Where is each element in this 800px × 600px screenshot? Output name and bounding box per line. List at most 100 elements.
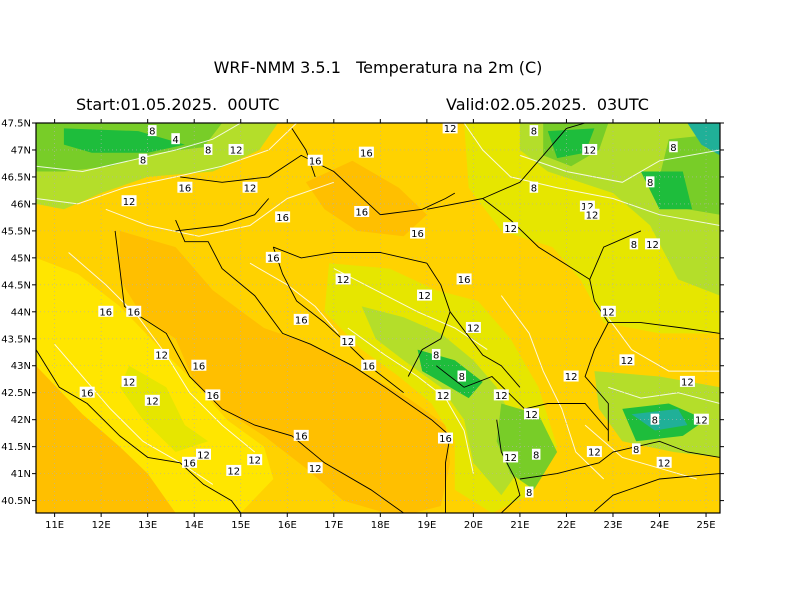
contour-label-bg — [171, 133, 180, 145]
contour-label: 12 — [337, 275, 350, 286]
start-time: Start:01.05.2025. 00UTC — [76, 95, 280, 114]
field-thrace-warm — [585, 468, 720, 513]
contour-label-bg — [650, 413, 660, 425]
plot-frame — [35, 122, 721, 514]
contour-label-bg — [584, 208, 600, 220]
contour-label: 16 — [309, 156, 322, 167]
contour-label-bg — [121, 375, 137, 387]
contour-label-bg — [148, 125, 157, 137]
contour-label: 12 — [444, 124, 457, 135]
contour-label: 8 — [526, 488, 532, 499]
temperature-fields — [36, 123, 720, 513]
lon-tick-label: 11E — [45, 520, 64, 531]
lon-tick-label: 23E — [603, 520, 622, 531]
contour-label-bg — [247, 454, 263, 466]
contour-label: 16 — [362, 361, 375, 372]
border-line-18 — [589, 230, 642, 280]
contour-label-bg — [196, 448, 212, 460]
contour-label-bg — [456, 273, 472, 285]
contour-label: 8 — [652, 415, 658, 426]
contour-label-bg — [465, 321, 481, 333]
contour-label-bg — [563, 370, 579, 382]
contour-label-bg — [144, 394, 160, 406]
contour-label: 12 — [602, 307, 615, 318]
contour-label: 12 — [341, 337, 354, 348]
lat-tick-label: 45N — [11, 253, 31, 264]
contour-label-bg — [457, 370, 467, 382]
contour-label: 8 — [433, 351, 439, 362]
contour-label-bg — [410, 227, 426, 239]
contour-label-bg — [579, 200, 595, 212]
contour-label-bg — [191, 359, 207, 371]
valid-time: Valid:02.05.2025. 03UTC — [446, 95, 649, 114]
contour-label: 16 — [458, 275, 471, 286]
contour-label: 12 — [695, 415, 708, 426]
isotherm-11 — [249, 262, 339, 334]
contour-label: 12 — [504, 224, 517, 235]
contour-label: 12 — [123, 197, 136, 208]
contour-label-bg — [361, 359, 377, 371]
contour-label: 12 — [495, 391, 508, 402]
border-line-15 — [496, 419, 521, 513]
contour-label: 12 — [244, 183, 257, 194]
lon-tick-label: 20E — [464, 520, 483, 531]
contour-label-bg — [354, 206, 370, 218]
lat-tick-label: 40.5N — [1, 496, 31, 507]
contour-label-bg — [586, 446, 602, 458]
contour-label: 12 — [658, 458, 671, 469]
contour-label-bg — [293, 429, 309, 441]
contour-label: 4 — [172, 135, 178, 146]
contour-label-bg — [205, 389, 221, 401]
contour-label: 12 — [437, 391, 450, 402]
contour-label-bg — [335, 273, 351, 285]
lat-tick-label: 44.5N — [1, 280, 31, 291]
contour-label-bg — [493, 389, 509, 401]
contour-label: 16 — [295, 315, 308, 326]
field-alps-core — [63, 128, 185, 153]
contour-label-bg — [529, 181, 539, 193]
contour-label-bg — [138, 153, 148, 165]
contour-label: 16 — [81, 388, 94, 399]
contour-label: 12 — [525, 410, 538, 421]
contour-label-bg — [98, 305, 114, 317]
contour-label: 12 — [155, 351, 168, 362]
contour-label-bg — [242, 181, 258, 193]
border-line-16 — [519, 440, 720, 480]
contour-label: 8 — [205, 146, 211, 157]
lat-tick-label: 42.5N — [1, 388, 31, 399]
contour-label-bg — [431, 348, 441, 360]
contour-label-bg — [154, 348, 170, 360]
contour-label-bg — [358, 146, 374, 158]
contour-label: 16 — [206, 391, 219, 402]
contour-label: 12 — [588, 448, 601, 459]
contour-label-bg — [228, 143, 244, 155]
lon-tick-label: 17E — [324, 520, 343, 531]
contour-label-bg — [669, 141, 678, 153]
lat-lon-grid — [36, 122, 720, 513]
isotherm-3 — [463, 123, 720, 226]
border-line-11 — [482, 123, 586, 199]
contour-label: 8 — [531, 127, 537, 138]
lon-tick-label: 24E — [650, 520, 669, 531]
contour-label: 16 — [99, 307, 112, 318]
border-line-7 — [272, 246, 404, 394]
contour-label: 8 — [531, 183, 537, 194]
border-line-8 — [407, 262, 451, 377]
contour-label-bg — [307, 462, 323, 474]
isotherm-8 — [347, 327, 474, 474]
contour-label-bg — [435, 389, 451, 401]
lon-tick-label: 15E — [231, 520, 250, 531]
lat-tick-label: 41N — [11, 469, 31, 480]
lon-tick-label: 21E — [510, 520, 529, 531]
lat-tick-label: 47N — [11, 145, 31, 156]
contour-label-bg — [503, 451, 519, 463]
contour-label: 8 — [140, 155, 146, 166]
contour-label-bg — [679, 375, 695, 387]
contour-label: 12 — [146, 396, 159, 407]
contour-label: 16 — [192, 361, 205, 372]
map-title: WRF-NMM 3.5.1 Temperatura na 2m (C) — [213, 58, 543, 77]
lon-tick-label: 13E — [138, 520, 157, 531]
contour-label-bg — [203, 143, 213, 155]
lat-tick-label: 44N — [11, 307, 31, 318]
